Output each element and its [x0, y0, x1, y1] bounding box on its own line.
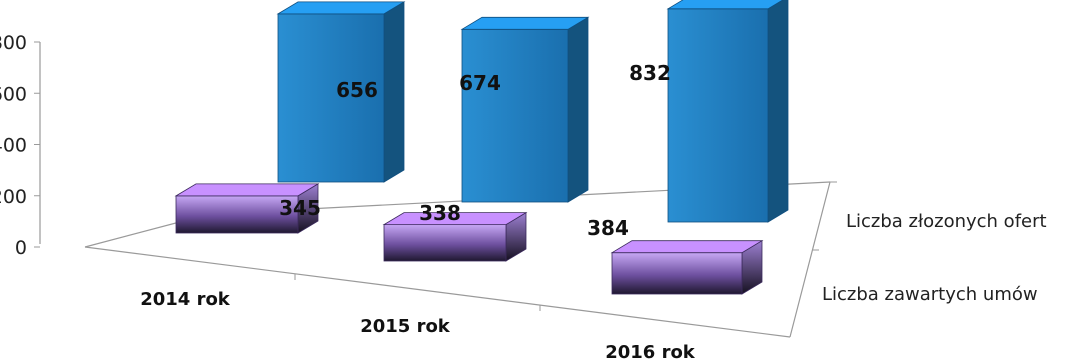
bar-front	[175, 195, 299, 234]
bar-front-top	[174, 183, 320, 197]
bar-back	[277, 13, 385, 183]
bar-back	[461, 28, 569, 203]
bar-front	[383, 224, 507, 262]
bar-back	[667, 8, 769, 223]
floor-right-edge	[789, 181, 831, 338]
data-label: 384	[587, 216, 629, 240]
bar-back-top	[460, 16, 590, 30]
bar-back-side	[567, 16, 589, 203]
data-label: 656	[336, 78, 378, 102]
bar-front	[611, 252, 743, 295]
bar-front-top	[382, 212, 528, 226]
y-tick-label: 600	[0, 83, 27, 105]
y-tick-label: 0	[15, 237, 27, 259]
y-tick-label: 400	[0, 135, 27, 157]
bar-back-side	[383, 1, 405, 183]
data-label: 338	[419, 201, 461, 225]
category-label: 2014 rok	[140, 289, 231, 310]
data-label: 832	[629, 61, 671, 85]
y-tick-label: 200	[0, 186, 27, 208]
data-label: 345	[279, 196, 321, 220]
bar-back-side	[767, 0, 789, 223]
category-label: 2015 rok	[360, 316, 451, 337]
series-label: Liczba złozonych ofert	[846, 211, 1047, 232]
category-label: 2016 rok	[605, 342, 696, 363]
floor-front-edge	[84, 246, 791, 338]
y-tick-label: 800	[0, 32, 27, 54]
data-label: 674	[459, 71, 501, 95]
bar-front-top	[610, 240, 764, 254]
bar-back-top	[276, 1, 406, 15]
bar-back-top	[666, 0, 784, 10]
series-label: Liczba zawartych umów	[822, 284, 1038, 305]
